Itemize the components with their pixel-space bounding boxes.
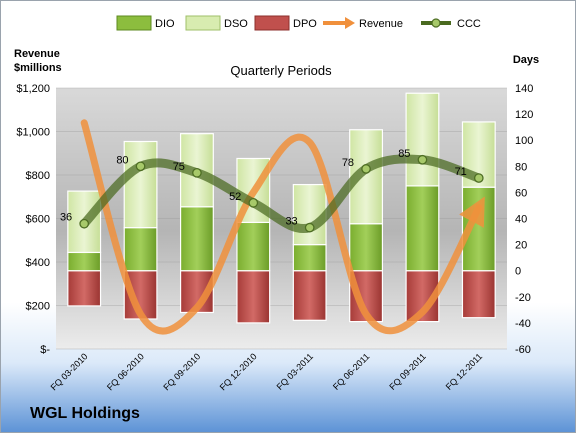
right-axis-title: Days — [513, 54, 539, 66]
ccc-marker — [79, 218, 90, 229]
x-tick-label: FQ 06-2011 — [331, 351, 372, 392]
right-tick-label: 60 — [515, 187, 527, 199]
legend-swatch — [254, 15, 290, 31]
ccc-series: 36 80 75 52 33 78 85 71 — [60, 148, 484, 234]
ccc-marker — [192, 167, 202, 178]
x-axis-ticks: FQ 03-2010 FQ 06-2010 FQ 09-2010 FQ 12-2010… — [49, 351, 485, 392]
ccc-marker — [304, 222, 315, 233]
legend-marker — [431, 18, 441, 28]
dio-bar — [292, 244, 327, 272]
ccc-marker — [248, 197, 259, 208]
ccc-data-label: 71 — [455, 166, 467, 178]
ccc-marker — [135, 161, 146, 172]
x-tick-label: FQ 03-2010 — [49, 351, 90, 392]
legend-label: Revenue — [359, 18, 403, 30]
legend: DIO DSO DPO Revenue CCC — [116, 15, 481, 31]
right-tick-label: -20 — [515, 292, 531, 304]
ccc-data-label: 85 — [398, 148, 410, 160]
ccc-marker — [473, 173, 484, 183]
ccc-data-label: 52 — [229, 191, 241, 203]
legend-arrow-head — [345, 17, 355, 29]
left-tick-label: $400 — [26, 257, 50, 269]
legend-label: CCC — [457, 18, 481, 30]
legend-label: DSO — [224, 18, 248, 30]
ccc-marker — [361, 164, 371, 174]
x-tick-label: FQ 12-2011 — [444, 351, 485, 392]
legend-label: DPO — [293, 18, 317, 30]
ccc-data-label: 80 — [116, 154, 128, 166]
dio-bar — [123, 227, 158, 272]
right-tick-label: 80 — [515, 161, 527, 173]
left-tick-label: $200 — [26, 301, 50, 313]
ccc-data-label: 33 — [285, 216, 297, 228]
chart-subtitle: Quarterly Periods — [230, 63, 332, 78]
left-tick-label: $- — [40, 344, 50, 356]
right-tick-label: 120 — [515, 109, 533, 121]
x-tick-label: FQ 12-2010 — [218, 351, 259, 392]
dpo-bar — [461, 270, 496, 319]
right-tick-label: 40 — [515, 214, 527, 226]
dso-bar — [123, 140, 158, 229]
legend-label: DIO — [155, 18, 175, 30]
x-tick-label: FQ 06-2010 — [105, 351, 146, 392]
ccc-marker — [417, 154, 428, 165]
dio-bar — [236, 221, 271, 272]
dio-bar — [349, 223, 384, 272]
right-tick-label: 0 — [515, 266, 521, 278]
ccc-data-label: 75 — [173, 161, 185, 173]
right-axis-ticks: -60 -40 -20 0 20 40 60 80 100 120 140 — [515, 83, 533, 356]
x-tick-label: FQ 03-2011 — [275, 351, 316, 392]
legend-swatch — [185, 15, 221, 31]
left-tick-label: $1,000 — [16, 127, 50, 139]
dpo-bar — [67, 270, 102, 307]
left-axis-title-line1: Revenue — [14, 48, 60, 60]
dio-bar — [67, 251, 102, 272]
right-tick-label: 140 — [515, 83, 533, 95]
ccc-data-label: 78 — [342, 157, 354, 169]
right-tick-label: 20 — [515, 240, 527, 252]
dio-bar — [405, 185, 440, 272]
left-tick-label: $600 — [26, 214, 50, 226]
left-axis-ticks: $- $200 $400 $600 $800 $1,000 $1,200 — [16, 83, 50, 356]
dso-bar — [405, 92, 440, 187]
right-tick-label: -40 — [515, 318, 531, 330]
revenue-series — [80, 119, 485, 335]
x-tick-label: FQ 09-2010 — [161, 351, 202, 392]
left-tick-label: $800 — [26, 170, 50, 182]
left-axis-title-line2: $millions — [14, 62, 62, 74]
dpo-bar — [292, 270, 327, 321]
dio-bar — [179, 206, 214, 272]
right-tick-label: 100 — [515, 135, 533, 147]
x-tick-label: FQ 09-2011 — [387, 351, 428, 392]
ccc-data-label: 36 — [60, 212, 72, 224]
right-tick-label: -60 — [515, 344, 531, 356]
legend-swatch — [116, 15, 152, 31]
dpo-bar — [236, 270, 271, 324]
left-tick-label: $1,200 — [16, 83, 50, 95]
company-title: WGL Holdings — [30, 405, 140, 422]
revenue-line — [80, 119, 485, 335]
